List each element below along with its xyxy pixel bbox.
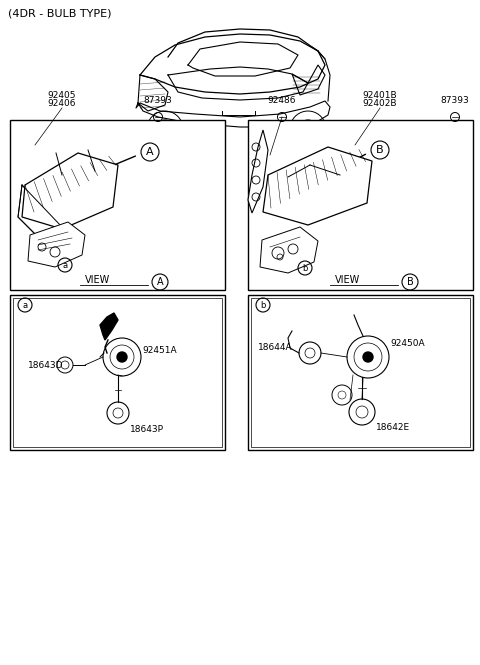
Text: (4DR - BULB TYPE): (4DR - BULB TYPE) [8, 8, 111, 18]
Polygon shape [22, 153, 118, 229]
FancyBboxPatch shape [248, 120, 473, 290]
Text: 87393: 87393 [441, 96, 469, 105]
Text: 87393: 87393 [144, 96, 172, 105]
FancyBboxPatch shape [10, 120, 225, 290]
Text: 92450A: 92450A [390, 338, 425, 348]
Text: VIEW: VIEW [85, 275, 110, 285]
Text: 18643D: 18643D [28, 360, 63, 370]
Polygon shape [18, 185, 62, 237]
Text: a: a [23, 301, 27, 309]
Text: 92402B: 92402B [363, 99, 397, 108]
FancyBboxPatch shape [251, 298, 470, 447]
Text: 92406: 92406 [48, 99, 76, 108]
Polygon shape [248, 130, 268, 213]
Polygon shape [263, 147, 372, 225]
Text: 18643P: 18643P [130, 426, 164, 434]
FancyBboxPatch shape [10, 295, 225, 450]
Circle shape [117, 352, 127, 362]
Text: B: B [407, 277, 413, 287]
FancyBboxPatch shape [13, 298, 222, 447]
Text: 18642E: 18642E [376, 424, 410, 432]
Text: 92401B: 92401B [363, 91, 397, 100]
Text: b: b [302, 263, 308, 273]
Text: 92451A: 92451A [142, 346, 177, 354]
Polygon shape [292, 65, 325, 95]
Text: VIEW: VIEW [336, 275, 360, 285]
Text: 18644A: 18644A [258, 342, 293, 352]
Text: B: B [376, 145, 384, 155]
Polygon shape [138, 75, 168, 111]
Polygon shape [100, 313, 118, 340]
Polygon shape [260, 227, 318, 273]
Text: a: a [62, 261, 68, 269]
Circle shape [363, 352, 373, 362]
Text: 92486: 92486 [268, 96, 296, 105]
Text: b: b [260, 301, 266, 309]
Text: A: A [156, 277, 163, 287]
FancyBboxPatch shape [248, 295, 473, 450]
Polygon shape [28, 222, 85, 267]
Text: 92405: 92405 [48, 91, 76, 100]
Text: A: A [146, 147, 154, 157]
